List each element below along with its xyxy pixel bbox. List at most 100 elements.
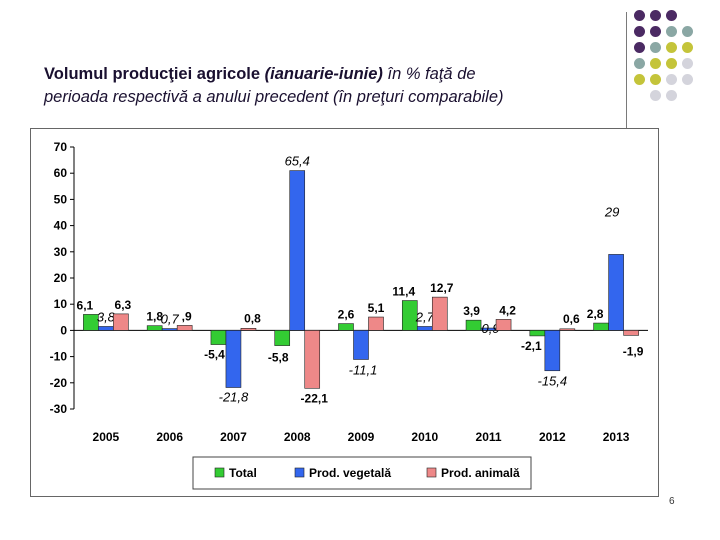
bar-animala — [623, 330, 639, 336]
slide-title: Volumul producţiei agricole (ianuarie-iu… — [44, 62, 604, 108]
bar-animala — [495, 319, 512, 331]
decorative-dot — [682, 58, 693, 69]
bar-animala — [113, 313, 129, 331]
decorative-divider — [626, 12, 627, 130]
bar-animala — [431, 296, 448, 331]
data-label: -5,4 — [204, 348, 225, 362]
bar-chart: 706050403020100-10-20-306,13,86,320051,8… — [50, 140, 648, 490]
page-number: 6 — [669, 496, 675, 507]
data-label: 5,1 — [368, 301, 385, 315]
decorative-dot — [682, 26, 693, 37]
bar-vegetala — [289, 170, 306, 331]
x-tick-label: 2013 — [603, 430, 630, 444]
bar-total — [146, 325, 163, 331]
title-rest: în % faţă de — [382, 65, 476, 83]
data-label: ,9 — [182, 309, 192, 323]
y-tick-label: -30 — [50, 402, 68, 416]
data-label: 2,8 — [587, 307, 604, 321]
legend-swatch — [294, 467, 305, 478]
decorative-dot — [634, 42, 645, 53]
decorative-dot — [666, 10, 677, 21]
data-label: -11,1 — [349, 362, 378, 377]
bar-vegetala — [416, 326, 433, 331]
data-label: 1,8 — [146, 310, 163, 324]
bar-total — [465, 319, 482, 331]
decorative-dot — [650, 26, 661, 37]
y-tick-label: 20 — [54, 271, 68, 285]
bar-animala — [559, 328, 576, 331]
bar-total — [338, 323, 354, 331]
title-line-1: Volumul producţiei agricole (ianuarie-iu… — [44, 62, 604, 86]
y-tick-label: 40 — [54, 219, 68, 233]
data-label: -1,9 — [623, 344, 644, 358]
title-italic-bold: (ianuarie-iunie) — [264, 65, 383, 83]
bar-vegetala — [225, 330, 242, 388]
decorative-dot — [634, 58, 645, 69]
bar-total — [401, 300, 418, 331]
data-label: 0,9 — [482, 321, 500, 336]
data-label: -22,1 — [301, 391, 329, 405]
bar-animala — [240, 328, 257, 331]
y-tick-label: 60 — [54, 166, 68, 180]
title-bold: Volumul producţiei agricole — [44, 65, 265, 83]
bar-vegetala — [161, 328, 178, 331]
data-label: 0,6 — [563, 312, 580, 326]
data-label: -5,8 — [268, 351, 289, 365]
data-label: 0,8 — [244, 311, 261, 325]
decorative-dot — [634, 10, 645, 21]
y-tick-label: 70 — [54, 140, 68, 154]
decorative-dot — [682, 74, 693, 85]
bar-animala — [368, 316, 384, 331]
data-label: 65,4 — [285, 154, 310, 169]
bar-vegetala — [608, 254, 624, 331]
legend-swatch — [426, 467, 437, 478]
y-tick-label: -10 — [50, 350, 68, 364]
x-tick-label: 2007 — [220, 430, 247, 444]
data-label: 29 — [604, 204, 619, 219]
data-label: 6,3 — [115, 298, 132, 312]
decorative-dot — [682, 42, 693, 53]
x-tick-label: 2009 — [348, 430, 375, 444]
bar-vegetala — [544, 330, 561, 372]
y-tick-label: -20 — [50, 376, 68, 390]
x-tick-label: 2012 — [539, 430, 566, 444]
data-label: -21,8 — [219, 390, 249, 405]
data-label: 4,2 — [499, 303, 516, 317]
bar-animala — [304, 330, 321, 389]
x-tick-label: 2005 — [93, 430, 120, 444]
y-tick-label: 50 — [54, 192, 68, 206]
bar-total — [210, 330, 227, 345]
data-label: 11,4 — [392, 285, 415, 299]
bar-total — [83, 314, 99, 331]
title-line-2: perioada respectivă a anului precedent (… — [44, 88, 504, 106]
y-tick-label: 10 — [54, 297, 68, 311]
decorative-dot — [650, 58, 661, 69]
decorative-dot — [666, 26, 677, 37]
legend-label: Prod. vegetală — [309, 466, 391, 480]
data-label: -15,4 — [538, 374, 568, 389]
bar-vegetala — [353, 330, 369, 360]
decorative-dot — [666, 74, 677, 85]
data-label: 3,9 — [463, 304, 480, 318]
decorative-dot — [650, 74, 661, 85]
data-label: 0,7 — [161, 312, 180, 327]
decorative-dot — [666, 42, 677, 53]
data-label: 6,1 — [77, 298, 94, 312]
bar-total — [593, 322, 609, 331]
x-tick-label: 2006 — [156, 430, 183, 444]
bar-total — [274, 330, 291, 346]
legend-swatch — [214, 467, 225, 478]
data-label: 2,6 — [338, 308, 355, 322]
bar-vegetala — [98, 326, 114, 331]
decorative-dot — [650, 90, 661, 101]
decorative-dot — [666, 90, 677, 101]
legend-box — [192, 456, 532, 490]
x-tick-label: 2011 — [476, 430, 502, 444]
bar-total — [529, 330, 546, 337]
data-label: 2,7 — [415, 309, 435, 324]
decorative-dot — [650, 10, 661, 21]
chart-frame: 70 60 50 40 30 20 10 0 -10 -20 -30 6,1 3,8 6,3 2005 1,8… — [30, 128, 659, 497]
legend-label: Prod. animală — [441, 466, 520, 480]
x-tick-label: 2008 — [284, 430, 311, 444]
data-label: -2,1 — [521, 339, 542, 353]
